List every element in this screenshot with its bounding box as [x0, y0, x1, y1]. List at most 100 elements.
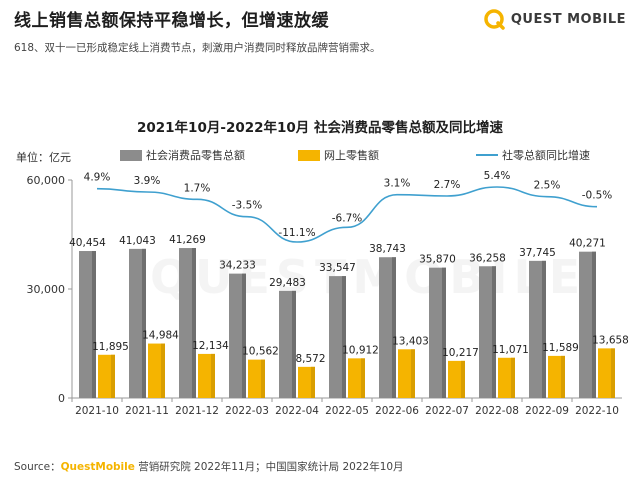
bar-retail-total-shade: [592, 251, 596, 398]
x-tick-label: 2022-10: [575, 405, 619, 417]
bar-online-retail-shade: [111, 354, 115, 398]
legend-item-growth-rate: 社零总额同比增速: [476, 147, 590, 163]
bar-label-online-retail: 11,589: [542, 342, 579, 354]
x-tick-label: 2021-10: [75, 405, 119, 417]
bar-retail-total: [379, 257, 396, 398]
quest-mobile-logo-icon: [484, 9, 505, 30]
x-tick-label: 2021-12: [175, 405, 219, 417]
source-text: 营销研究院 2022年11月；中国国家统计局 2022年10月: [134, 461, 404, 473]
x-tick-label: 2022-09: [525, 405, 569, 417]
bar-label-online-retail: 10,217: [442, 347, 479, 359]
bar-label-online-retail: 13,658: [592, 334, 629, 346]
bar-label-retail-total: 41,269: [169, 234, 206, 246]
growth-rate-label: 2.7%: [434, 179, 461, 191]
bar-retail-total: [129, 248, 146, 398]
bar-online-retail: [248, 359, 265, 398]
bar-label-retail-total: 40,271: [569, 238, 606, 250]
y-tick-label: 0: [58, 392, 65, 405]
bar-online-retail-shade: [511, 357, 515, 398]
bar-label-retail-total: 41,043: [119, 235, 156, 247]
growth-rate-label: 5.4%: [484, 170, 511, 182]
growth-rate-label: -0.5%: [582, 190, 612, 202]
bar-retail-total: [229, 273, 246, 398]
legend-label-online-retail: 网上零售额: [324, 149, 379, 162]
bar-label-online-retail: 13,403: [392, 335, 429, 347]
bar-retail-total-shade: [392, 257, 396, 398]
bar-label-online-retail: 11,895: [92, 341, 129, 353]
bar-label-online-retail: 8,572: [295, 353, 325, 365]
bar-retail-total: [279, 290, 296, 398]
x-tick-label: 2022-04: [275, 405, 319, 417]
bar-online-retail: [298, 366, 315, 398]
legend-item-retail-total: 社会消费品零售总额: [120, 147, 288, 163]
bar-label-retail-total: 40,454: [69, 237, 106, 249]
bar-retail-total-shade: [492, 266, 496, 398]
legend-swatch-growth-rate: [476, 154, 498, 156]
x-tick-label: 2022-03: [225, 405, 269, 417]
bar-label-online-retail: 12,134: [192, 340, 229, 352]
chart-legend: 社会消费品零售总额 网上零售额 社零总额同比增速: [120, 147, 590, 163]
bar-label-retail-total: 35,870: [419, 254, 456, 266]
bar-online-retail: [98, 354, 115, 398]
bar-online-retail: [198, 353, 215, 398]
bar-online-retail: [398, 349, 415, 398]
bar-online-retail: [548, 355, 565, 398]
unit-label: 单位：亿元: [16, 151, 71, 164]
bar-retail-total: [79, 251, 96, 398]
bar-online-retail: [498, 357, 515, 398]
bar-label-retail-total: 34,233: [219, 260, 256, 272]
bar-online-retail-shade: [461, 360, 465, 398]
growth-rate-line: [96, 186, 598, 243]
page-title: 线上销售总额保持平稳增长，但增速放缓: [14, 11, 329, 31]
bar-label-retail-total: 29,483: [269, 277, 306, 289]
legend-item-online-retail: 网上零售额: [298, 147, 448, 163]
bar-label-retail-total: 33,547: [319, 262, 356, 274]
bar-online-retail-shade: [361, 358, 365, 398]
x-tick-label: 2021-11: [125, 405, 169, 417]
bar-retail-total: [529, 260, 546, 398]
bar-retail-total-shade: [92, 251, 96, 398]
bar-retail-total: [579, 251, 596, 398]
growth-rate-label: -3.5%: [232, 200, 262, 212]
growth-rate-label: 3.9%: [134, 175, 161, 187]
bar-online-retail-shade: [311, 366, 315, 398]
bar-online-retail: [448, 360, 465, 398]
growth-rate-label: 4.9%: [84, 172, 111, 184]
bar-label-online-retail: 10,562: [242, 346, 279, 358]
bar-retail-total-shade: [542, 260, 546, 398]
brand-logo: QUEST MOBILE: [483, 8, 626, 30]
bar-label-retail-total: 37,745: [519, 247, 556, 259]
x-tick-label: 2022-08: [475, 405, 519, 417]
bar-retail-total-shade: [142, 248, 146, 398]
legend-label-growth-rate: 社零总额同比增速: [502, 149, 590, 162]
brand-name: QUEST MOBILE: [510, 11, 626, 27]
source-note: Source：QuestMobile 营销研究院 2022年11月；中国国家统计…: [14, 459, 404, 474]
bar-label-online-retail: 10,912: [342, 344, 379, 356]
bar-retail-total: [179, 248, 196, 398]
bar-retail-total: [329, 276, 346, 398]
bar-online-retail-shade: [411, 349, 415, 398]
bar-retail-total-shade: [192, 248, 196, 398]
bar-online-retail-shade: [211, 353, 215, 398]
bar-online-retail-shade: [261, 359, 265, 398]
growth-rate-label: -6.7%: [332, 212, 362, 224]
bar-retail-total: [479, 266, 496, 398]
bar-label-online-retail: 11,071: [492, 344, 529, 356]
bar-online-retail: [348, 358, 365, 398]
x-tick-label: 2022-06: [375, 405, 419, 417]
growth-rate-label: -11.1%: [278, 227, 315, 239]
chart-title: 2021年10月-2022年10月 社会消费品零售总额及同比增速: [136, 120, 504, 136]
bar-retail-total-shade: [442, 267, 446, 398]
bar-online-retail: [148, 343, 165, 398]
bar-line-chart: 0 30,000 60,000 2021-10 40,454 11,895 2021-11 4…: [27, 170, 629, 417]
bar-retail-total-shade: [342, 276, 346, 398]
bar-retail-total-shade: [292, 290, 296, 398]
bar-label-online-retail: 14,984: [142, 330, 179, 342]
legend-swatch-online-retail: [298, 149, 320, 161]
bar-retail-total-shade: [242, 273, 246, 398]
source-brand: QuestMobile: [60, 461, 135, 473]
bar-label-retail-total: 36,258: [469, 252, 506, 264]
growth-rate-label: 1.7%: [184, 182, 211, 194]
x-tick-label: 2022-07: [425, 405, 469, 417]
